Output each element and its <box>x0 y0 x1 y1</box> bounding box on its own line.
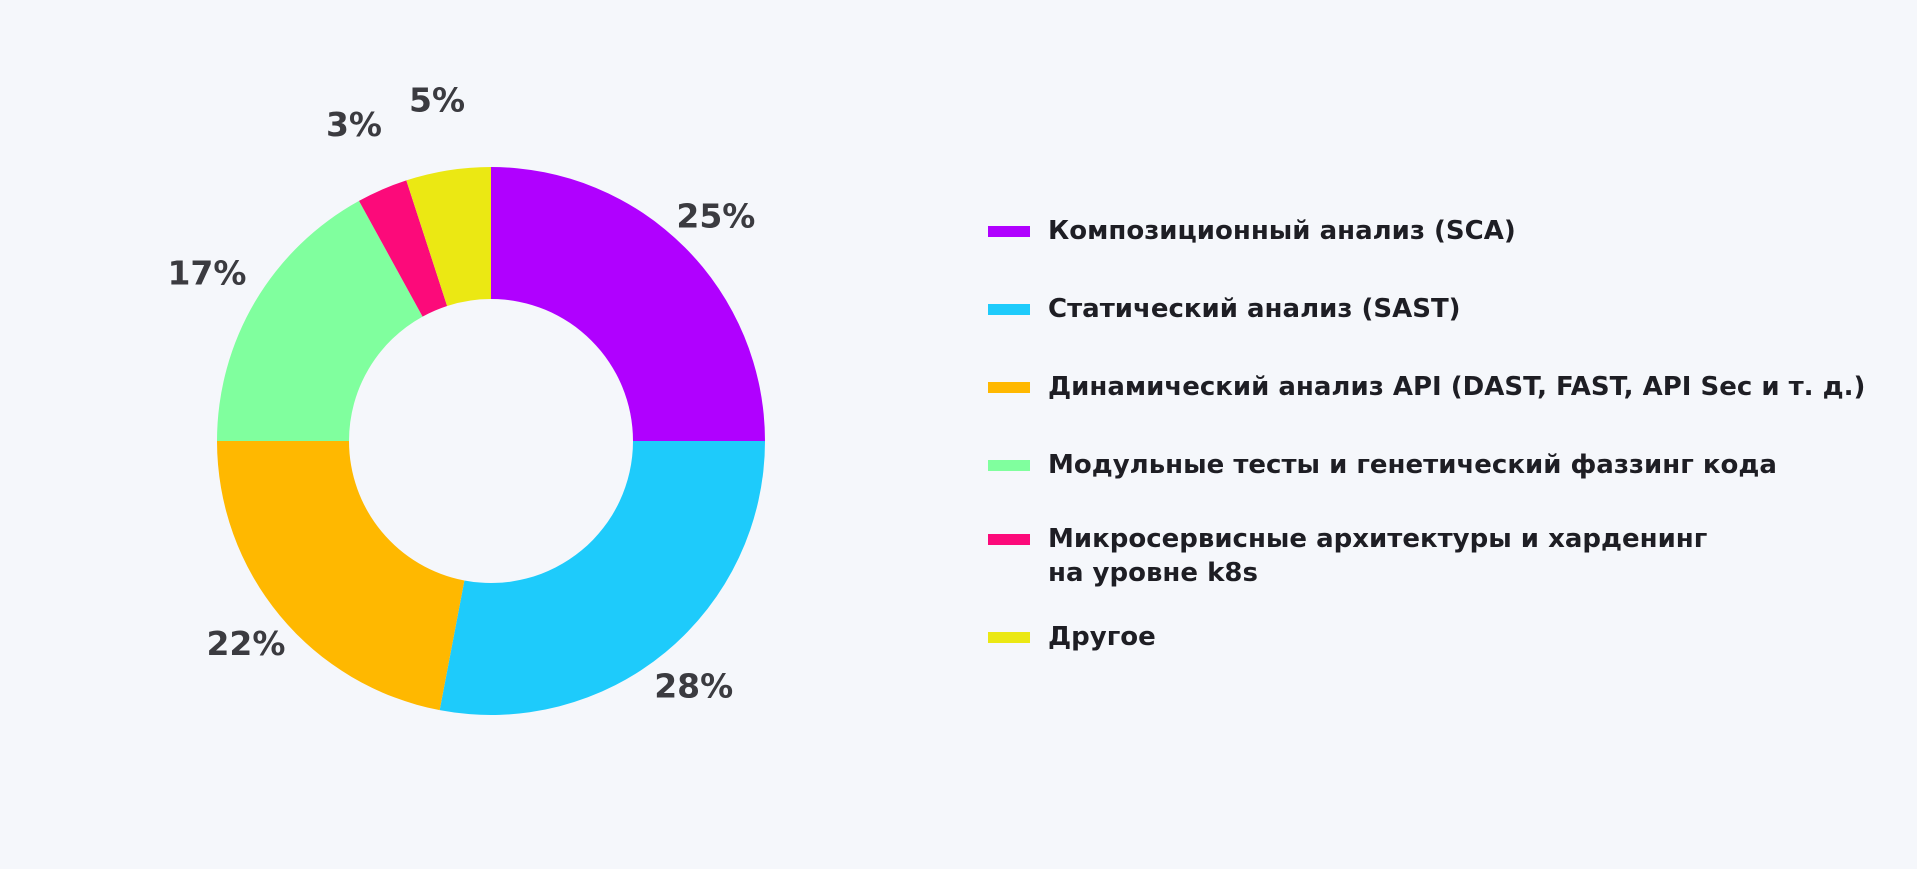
slice-value-label-4: 17% <box>167 254 246 293</box>
legend-label-5: Микросервисные архитектуры и харденинг н… <box>1048 524 1708 588</box>
legend-swatch-2 <box>988 304 1030 315</box>
slice-value-label-2: 28% <box>654 667 733 706</box>
slice-value-label-3: 22% <box>206 624 285 663</box>
legend-swatch-6 <box>988 632 1030 643</box>
legend-swatch-1 <box>988 226 1030 237</box>
donut-slice-4 <box>217 200 423 441</box>
legend-label-6: Другое <box>1048 622 1156 652</box>
donut-slice-1 <box>491 167 765 441</box>
slice-value-label-5: 3% <box>326 105 382 144</box>
donut-slice-2 <box>439 441 765 715</box>
legend-label-1: Композиционный анализ (SCA) <box>1048 216 1516 246</box>
legend-swatch-3 <box>988 382 1030 393</box>
slice-value-label-6: 5% <box>409 81 465 120</box>
donut-slice-6 <box>406 167 491 306</box>
legend-swatch-5 <box>988 534 1030 545</box>
legend-label-2: Статический анализ (SAST) <box>1048 294 1461 324</box>
legend-label-4: Модульные тесты и генетический фаззинг к… <box>1048 450 1777 480</box>
slice-value-label-1: 25% <box>676 197 755 236</box>
legend-swatch-4 <box>988 460 1030 471</box>
donut-slice-3 <box>216 441 465 711</box>
donut-slice-5 <box>358 180 448 317</box>
legend-label-3: Динамический анализ API (DAST, FAST, API… <box>1048 372 1866 402</box>
donut-value-labels: 25% 28% 22% 17% 3% 5% <box>167 81 755 706</box>
donut-slices <box>216 167 765 715</box>
